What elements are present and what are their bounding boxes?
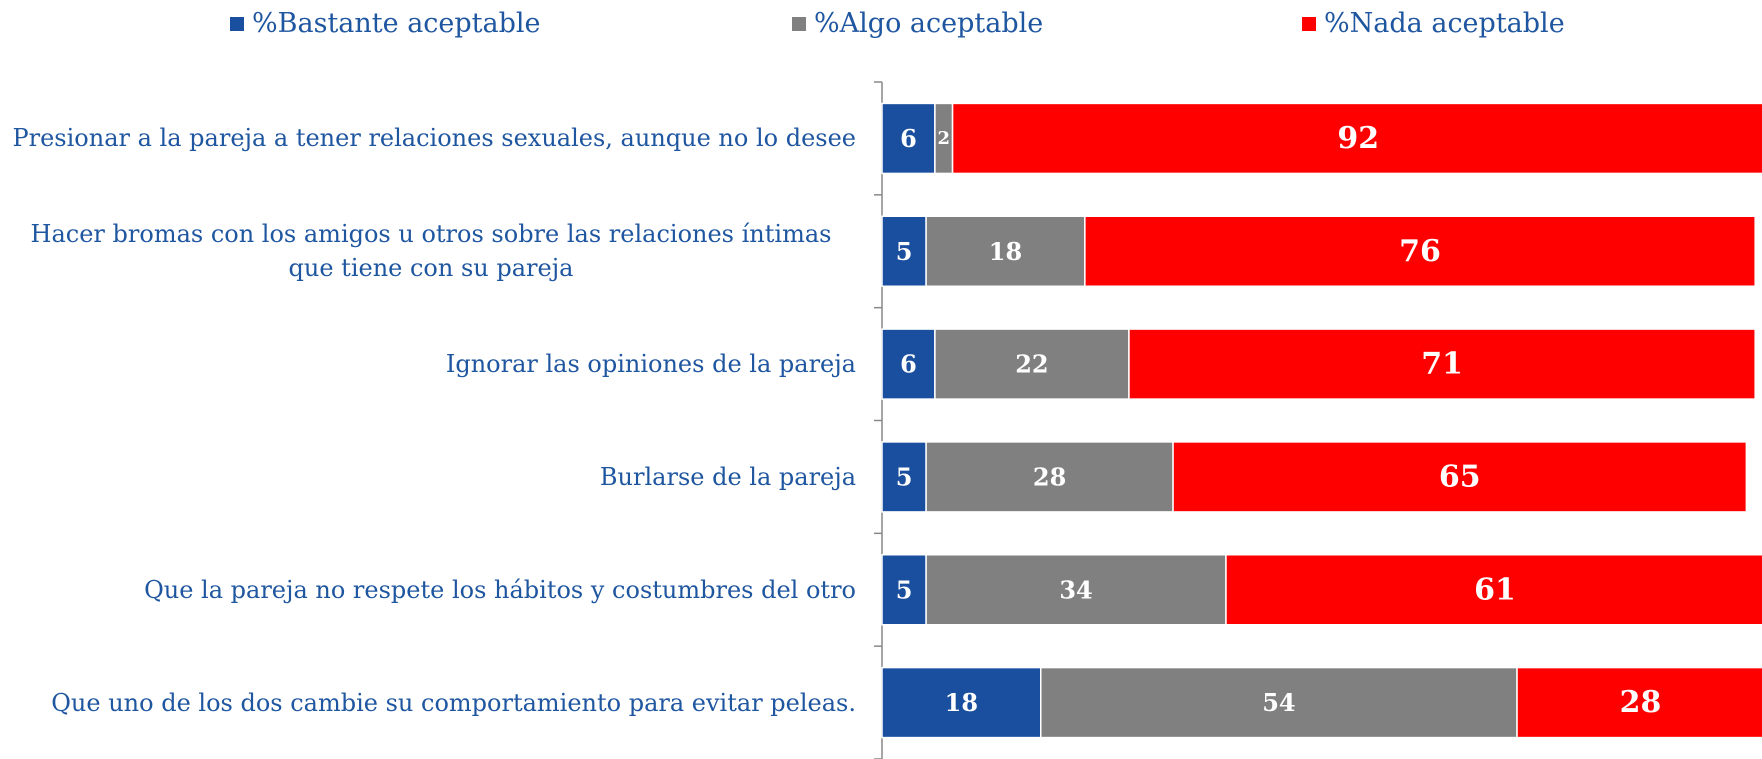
bar-segment <box>881 666 1042 739</box>
data-label: 28 <box>1620 685 1662 720</box>
data-label: 34 <box>1059 575 1092 604</box>
legend-label: %Bastante aceptable <box>252 8 541 39</box>
legend-item: %Algo aceptable <box>792 8 1043 39</box>
data-label: 54 <box>1262 688 1295 717</box>
category-label-box: Que la pareja no respete los hábitos y c… <box>0 533 856 646</box>
category-label: Que la pareja no respete los hábitos y c… <box>144 575 856 604</box>
data-label: 28 <box>1033 462 1066 491</box>
bar-segment <box>881 554 927 626</box>
data-label: 22 <box>1015 350 1048 379</box>
bar-segment <box>1128 328 1756 400</box>
bar-segment <box>951 102 1762 175</box>
data-label: 65 <box>1439 459 1481 494</box>
category-label: Ignorar las opiniones de la pareja <box>445 350 856 379</box>
category-label: Presionar a la pareja a tener relaciones… <box>12 124 856 153</box>
legend-swatch <box>230 16 244 31</box>
data-label: 5 <box>896 575 913 604</box>
bar-segment <box>925 215 1086 287</box>
bar-segment <box>1040 666 1518 739</box>
category-label-box: Burlarse de la pareja <box>0 421 856 534</box>
bar-segment <box>1172 441 1748 513</box>
category-label-box: Que uno de los dos cambie su comportamie… <box>0 646 856 759</box>
legend-swatch <box>1302 16 1316 31</box>
bar-segment <box>881 441 927 513</box>
bar-segment <box>1516 666 1762 739</box>
legend-swatch <box>792 16 806 31</box>
bar-segment <box>1225 554 1762 626</box>
category-label: Burlarse de la pareja <box>599 462 856 491</box>
data-label: 18 <box>945 688 978 717</box>
category-label: Hacer bromas con los amigos u otros sobr… <box>30 220 832 283</box>
bar-segment <box>881 328 936 400</box>
bar-segment <box>925 554 1227 626</box>
data-label: 5 <box>896 462 913 491</box>
data-label: 6 <box>900 124 917 153</box>
category-label: Que uno de los dos cambie su comportamie… <box>51 688 856 717</box>
data-label: 61 <box>1474 572 1516 607</box>
bar-segment <box>881 215 927 287</box>
bar-segment <box>881 102 936 175</box>
category-label-box: Hacer bromas con los amigos u otros sobr… <box>0 195 856 308</box>
legend-label: %Algo aceptable <box>814 8 1044 39</box>
bar-segment <box>1084 215 1756 287</box>
bar-segment <box>925 441 1174 513</box>
data-label: 76 <box>1399 234 1441 269</box>
data-label: 92 <box>1337 121 1379 156</box>
data-label: 18 <box>989 237 1022 266</box>
data-label: 6 <box>900 350 917 379</box>
category-label-box: Presionar a la pareja a tener relaciones… <box>0 82 856 195</box>
data-label: 2 <box>937 128 950 149</box>
data-label: 5 <box>896 237 913 266</box>
legend-item: %Nada aceptable <box>1302 8 1565 39</box>
data-label: 71 <box>1421 347 1463 382</box>
bar-segment <box>934 328 1130 400</box>
category-label-box: Ignorar las opiniones de la pareja <box>0 308 856 421</box>
legend-item: %Bastante aceptable <box>230 8 541 39</box>
legend-label: %Nada aceptable <box>1324 8 1565 39</box>
